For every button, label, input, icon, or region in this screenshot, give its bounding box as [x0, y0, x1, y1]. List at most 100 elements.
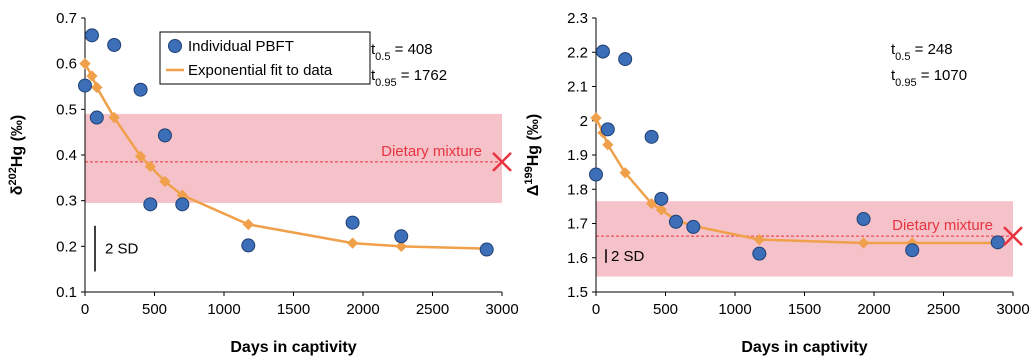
legend-point-symbol: [168, 39, 182, 53]
legend-label-fit: Exponential fit to data: [188, 62, 333, 79]
y-label-main: Hg (‰): [525, 114, 542, 166]
annotation-value: = 1070: [917, 67, 967, 84]
y-tick-label: 0.1: [56, 284, 77, 301]
chart-panel-2: 1.5 1.6 1.7 1.8 1.9 2 2.1 2.2 2.3 0 500 1000 1500 200…: [523, 10, 1030, 356]
annotation-subscript: 0.5: [375, 51, 390, 63]
y-tick-label: 2: [580, 113, 588, 130]
data-point: [856, 212, 871, 227]
y-tick-label: 1.9: [567, 147, 588, 164]
annotation-value: = 408: [390, 41, 432, 58]
y-tick-label: 0.7: [56, 10, 77, 27]
chart-panel-1: 0.1 0.2 0.3 0.4 0.5 0.6 0.7 0 500 1000 1500 2000 250…: [7, 10, 519, 356]
y-tick-label: 0.3: [56, 193, 77, 210]
data-point: [618, 52, 633, 67]
y-tick-label: 1.7: [567, 216, 588, 233]
half-life-annotation: t0.5 = 408: [371, 41, 433, 63]
annotation-base: t: [891, 67, 896, 84]
y-tick-label: 2.3: [567, 10, 588, 27]
y-label-superscript: 199: [523, 166, 535, 184]
annotation-subscript: 0.5: [895, 51, 910, 63]
y-tick-label: 1.8: [567, 181, 588, 198]
dietary-marker-stroke: [492, 151, 512, 172]
dietary-mixture-band: [85, 113, 502, 203]
data-point: [241, 238, 256, 253]
x-tick-label: 1000: [207, 301, 240, 318]
data-point: [589, 167, 603, 182]
data-point: [654, 191, 669, 206]
y-axis-label: δ202Hg (‰): [7, 115, 26, 196]
x-tick-label: 2000: [857, 301, 890, 318]
annotation-base: t: [371, 41, 376, 58]
x-tick-label: 2000: [346, 301, 379, 318]
data-point: [345, 215, 360, 230]
x-tick-label: 1500: [788, 301, 821, 318]
data-point: [479, 242, 494, 257]
fit-point: [91, 81, 103, 94]
fit-point: [590, 112, 602, 124]
fit-point: [395, 240, 407, 252]
x-tick-label: 3000: [996, 301, 1029, 318]
data-point: [905, 243, 920, 258]
data-point: [668, 214, 683, 229]
y-tick-label: 0.2: [56, 238, 77, 255]
fit-point: [602, 139, 614, 151]
data-point: [143, 197, 158, 212]
data-point: [78, 78, 92, 93]
fit-point: [857, 237, 870, 249]
fit-point: [79, 58, 91, 70]
y-tick-label: 2.2: [567, 44, 588, 61]
fit-point: [655, 204, 667, 216]
x-tick-label: 1500: [277, 301, 310, 318]
data-point: [600, 122, 615, 137]
y-label-superscript: 202: [7, 167, 19, 185]
x-tick-label: 1000: [718, 301, 751, 318]
x-tick-label: 500: [142, 301, 167, 318]
y-tick-label: 0.6: [56, 56, 77, 73]
dietary-mixture-label: Dietary mixture: [381, 143, 482, 160]
fit-point: [346, 237, 359, 249]
x-tick-label: 3000: [485, 301, 518, 318]
data-point: [175, 197, 190, 212]
data-point: [89, 110, 104, 125]
data-point: [990, 235, 1005, 250]
annotation-value: = 248: [910, 41, 952, 58]
annotation-base: t: [371, 67, 376, 84]
data-point: [595, 44, 610, 59]
dietary-marker-stroke: [1003, 226, 1023, 247]
data-point: [394, 229, 409, 244]
y-tick-label: 0.4: [56, 147, 77, 164]
legend-box: [159, 31, 371, 85]
fit-point: [134, 150, 147, 163]
half-life-annotation: t0.95 = 1070: [891, 67, 967, 89]
annotation-subscript: 0.95: [895, 77, 916, 89]
data-point: [84, 28, 99, 43]
x-axis-label: Days in captivity: [741, 339, 867, 356]
data-point: [752, 246, 767, 261]
fit-point: [159, 175, 171, 188]
annotation-value: = 1762: [397, 67, 447, 84]
y-axis-label: Δ199Hg (‰): [523, 114, 542, 196]
annotation-base: t: [891, 41, 896, 58]
legend: Individual PBFT Exponential fit to data: [159, 31, 371, 85]
data-point: [644, 129, 659, 144]
x-tick-label: 0: [81, 301, 89, 318]
x-tick-label: 2500: [416, 301, 449, 318]
fit-point: [753, 233, 765, 246]
x-tick-label: 500: [653, 301, 678, 318]
annotation-subscript: 0.95: [375, 77, 396, 89]
fit-point: [619, 167, 631, 179]
y-tick-label: 0.5: [56, 101, 77, 118]
legend-label-points: Individual PBFT: [188, 38, 294, 55]
half-life-annotation: t0.95 = 1762: [371, 67, 447, 89]
y-label-prefix: δ: [9, 185, 26, 195]
fit-point: [242, 218, 254, 231]
y-label-main: Hg (‰): [9, 115, 26, 167]
data-point: [686, 219, 701, 234]
half-life-annotation: t0.5 = 248: [891, 41, 953, 63]
data-point: [107, 37, 122, 52]
sd-label: 2 SD: [611, 248, 645, 265]
y-tick-label: 2.1: [567, 79, 588, 96]
y-tick-label: 1.6: [567, 250, 588, 267]
data-point: [157, 128, 172, 143]
